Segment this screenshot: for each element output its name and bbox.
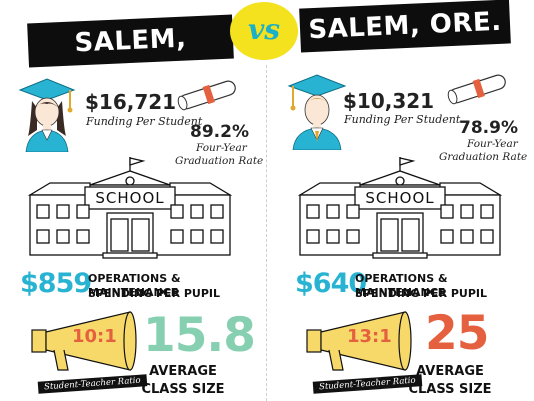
graduate-male-icon xyxy=(287,74,347,150)
class-size-label-line1: AVERAGE xyxy=(416,364,484,379)
graduate-female-icon xyxy=(18,78,76,152)
megaphone-icon xyxy=(31,311,137,371)
school-sign: SCHOOL xyxy=(365,189,435,207)
graduation-rate: 78.9% xyxy=(459,118,518,138)
school-sign: SCHOOL xyxy=(95,189,165,207)
graduation-label-line1: Four-Year xyxy=(467,138,518,150)
right-column: $10,321 Funding Per Student 78.9% Four-Y… xyxy=(267,0,534,401)
column-divider xyxy=(266,65,267,401)
funding-label: Funding Per Student xyxy=(344,113,461,126)
funding-amount: $16,721 xyxy=(85,90,177,114)
diploma-icon xyxy=(447,74,506,105)
graduation-label-line2: Graduation Rate xyxy=(175,155,264,167)
graduation-rate: 89.2% xyxy=(190,122,249,142)
ops-label-line1: OPERATIONS & MAINTENANCE xyxy=(355,272,448,299)
ops-label-line1: OPERATIONS & MAINTENANCE xyxy=(88,272,181,299)
vs-label: VS xyxy=(247,13,281,46)
funding-label: Funding Per Student xyxy=(86,115,203,128)
graduation-label-line1: Four-Year xyxy=(196,142,247,154)
diploma-icon xyxy=(177,80,236,111)
ops-amount: $859 xyxy=(20,268,92,299)
ops-label-line2: SPENDING PER PUPIL xyxy=(355,287,488,300)
class-size-label-line2: CLASS SIZE xyxy=(141,382,225,397)
school-building-icon xyxy=(297,157,503,259)
vs-badge: VS xyxy=(230,2,298,60)
graduation-label-line2: Graduation Rate xyxy=(439,151,528,163)
class-size-value: 15.8 xyxy=(143,308,256,363)
class-size-label-line2: CLASS SIZE xyxy=(408,382,492,397)
student-teacher-ratio: 10:1 xyxy=(72,326,117,347)
school-building-icon xyxy=(27,157,233,259)
left-column: $16,721 Funding Per Student 89.2% Four-Y… xyxy=(0,0,266,401)
megaphone-icon xyxy=(306,311,412,371)
ops-amount: $640 xyxy=(295,268,367,299)
student-teacher-ratio: 13:1 xyxy=(347,326,392,347)
class-size-value: 25 xyxy=(425,306,489,361)
class-size-label-line1: AVERAGE xyxy=(149,364,217,379)
ops-label-line2: SPENDING PER PUPIL xyxy=(88,287,221,300)
funding-amount: $10,321 xyxy=(343,89,435,113)
